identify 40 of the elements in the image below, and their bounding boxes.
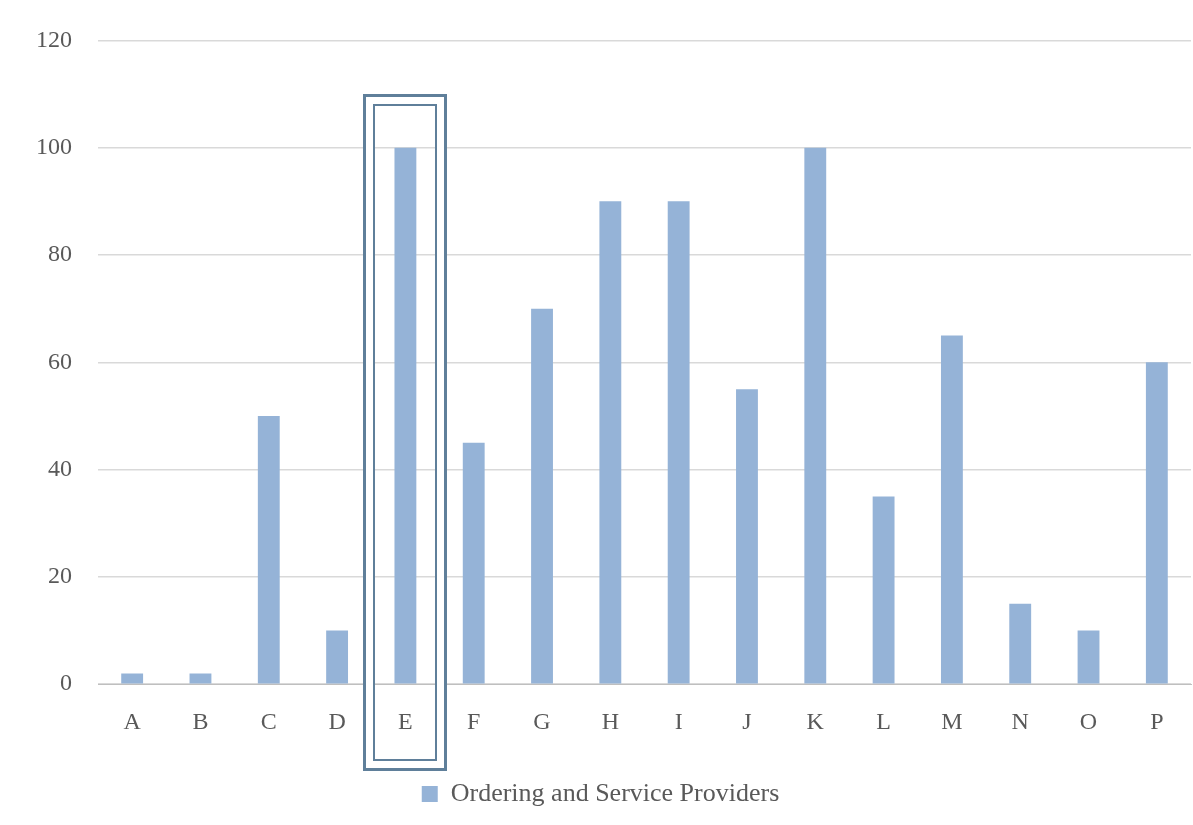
x-tick-label: G [533,707,551,734]
y-tick-label: 20 [48,562,72,589]
x-tick-label: K [806,707,825,734]
x-tick-label: J [742,707,752,734]
bar [257,415,280,684]
x-tick-label: I [674,707,683,734]
y-tick-label: 80 [48,240,72,267]
x-tick-label: F [467,707,481,734]
bar [599,201,622,684]
x-tick-label: E [398,707,413,734]
y-tick-label: 60 [48,347,72,374]
bar [940,335,963,684]
x-tick-label: A [123,707,142,734]
y-tick-label: 0 [60,669,72,696]
bar [804,147,827,684]
x-tick-label: P [1150,707,1164,734]
bar [326,630,349,684]
y-tick-label: 120 [36,25,72,52]
bar [462,442,485,684]
bar [667,201,690,684]
x-tick-label: N [1011,707,1029,734]
bar [736,389,758,684]
x-tick-label: C [260,707,277,734]
bar [394,147,417,684]
x-tick-label: M [941,707,963,734]
bar [531,308,553,684]
bar [1077,630,1100,684]
legend-label: Ordering and Service Providers [450,777,780,807]
x-tick-label: D [328,707,346,734]
x-tick-label: L [876,707,891,734]
x-tick-label: B [192,707,209,734]
bar [189,673,212,684]
bar [872,496,895,684]
x-tick-label: O [1079,707,1098,734]
y-tick-label: 100 [36,133,72,159]
bar [1009,603,1032,684]
y-tick-label: 40 [48,454,72,481]
bar [121,673,144,684]
x-tick-label: H [601,707,620,734]
bar [1145,362,1168,684]
